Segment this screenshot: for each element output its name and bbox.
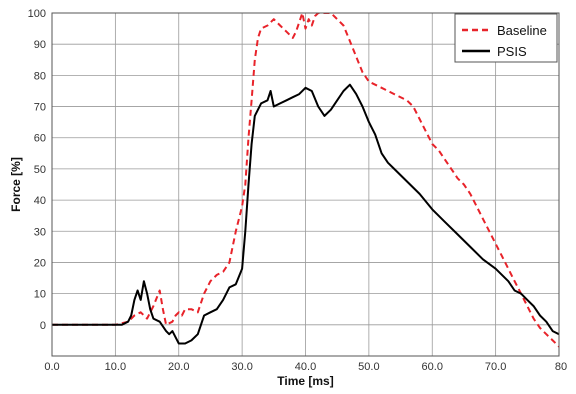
y-tick-label: 30: [34, 226, 46, 238]
plot-frame: [51, 12, 560, 357]
x-tick-label: 20.0: [168, 361, 189, 373]
x-tick-label: 30.0: [231, 361, 252, 373]
series-line-baseline: [52, 13, 559, 348]
grid-layer: [52, 13, 559, 356]
y-tick-label: 0: [40, 320, 46, 332]
x-tick-label: 70.0: [485, 361, 506, 373]
y-tick-label: 70: [34, 102, 46, 114]
legend-label-psis: PSIS: [497, 44, 527, 59]
y-tick-label: 20: [34, 257, 46, 269]
y-tick-label: 50: [34, 164, 46, 176]
tick-layer: 0.0 10.0 20.0 30.0 40.0 50.0 60.0 70.0 80 0 10 20 30…: [28, 8, 567, 373]
legend-box: [454, 13, 558, 63]
series-line-psis: [52, 83, 559, 345]
x-tick-label: 40.0: [295, 361, 316, 373]
x-tick-label: 0.0: [44, 361, 59, 373]
x-tick-label: 60.0: [422, 361, 443, 373]
y-tick-label: 80: [34, 70, 46, 82]
x-tick-label: 10.0: [105, 361, 126, 373]
y-tick-label: 60: [34, 133, 46, 145]
y-axis-title: Force [%]: [9, 157, 23, 212]
y-tick-label: 40: [34, 195, 46, 207]
legend: Baseline PSIS: [454, 13, 558, 63]
x-tick-label: 80: [555, 361, 567, 373]
y-tick-label: 90: [34, 39, 46, 51]
x-axis-title: Time [ms]: [277, 374, 333, 388]
y-tick-label: 10: [34, 289, 46, 301]
x-tick-label: 50.0: [358, 361, 379, 373]
series-layer: [52, 13, 559, 348]
legend-label-baseline: Baseline: [497, 23, 547, 38]
y-tick-label: 100: [28, 8, 46, 20]
